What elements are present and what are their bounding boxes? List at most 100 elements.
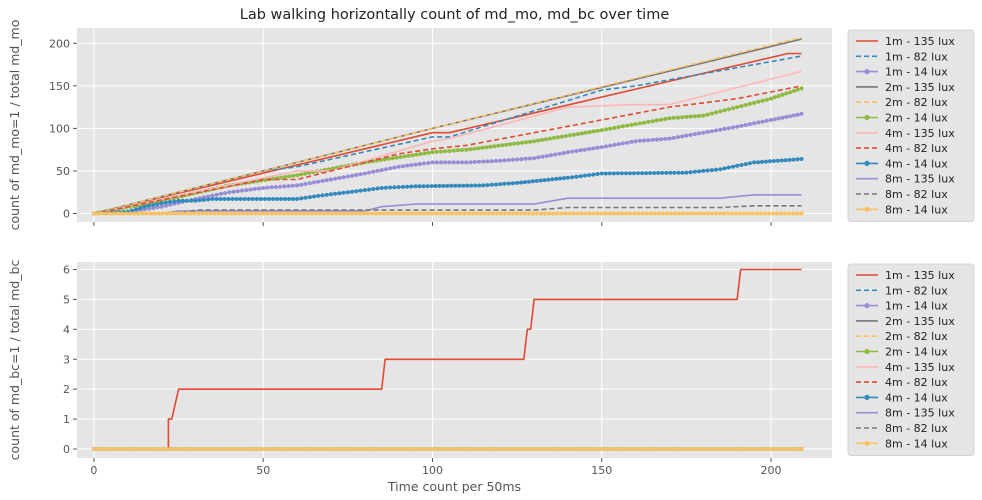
data-point — [250, 447, 255, 451]
data-point — [362, 171, 367, 176]
data-point — [100, 211, 104, 216]
data-point — [557, 151, 562, 156]
data-point — [482, 211, 487, 216]
data-point — [384, 447, 389, 451]
data-point — [348, 447, 353, 451]
data-point — [608, 447, 613, 451]
data-point — [612, 142, 617, 147]
data-point — [767, 447, 771, 451]
data-point — [481, 183, 486, 188]
data-point — [645, 447, 649, 451]
data-point — [563, 211, 568, 216]
data-point — [235, 189, 240, 194]
data-point — [656, 170, 661, 175]
data-point — [434, 211, 439, 216]
data-point — [368, 447, 373, 451]
data-point — [371, 169, 376, 174]
data-point — [491, 211, 495, 216]
data-point — [620, 211, 625, 216]
data-point — [692, 169, 697, 174]
data-point — [454, 211, 459, 216]
data-point — [575, 132, 580, 136]
data-point — [289, 211, 294, 216]
data-point — [449, 183, 454, 188]
data-point — [422, 211, 427, 216]
data-point — [140, 447, 145, 451]
data-point — [591, 172, 596, 177]
data-point — [108, 211, 113, 216]
plot-area — [77, 28, 832, 222]
data-point — [206, 197, 211, 202]
data-point — [388, 185, 393, 190]
data-point — [262, 447, 267, 451]
data-point — [465, 183, 470, 188]
data-point — [667, 136, 672, 141]
data-point — [567, 133, 572, 138]
data-point — [799, 157, 804, 161]
y-tick-label: 6 — [63, 263, 70, 276]
data-point — [730, 447, 735, 451]
data-point — [307, 195, 312, 200]
y-tick-label: 0 — [63, 207, 70, 220]
data-point — [172, 199, 177, 204]
data-point — [689, 211, 694, 216]
data-point — [771, 159, 776, 163]
data-point — [144, 447, 149, 451]
data-point — [91, 211, 96, 216]
data-point — [464, 160, 469, 165]
data-point — [769, 96, 774, 101]
data-point — [611, 171, 616, 176]
data-point — [616, 211, 621, 216]
data-point — [799, 211, 804, 216]
legend-entry: 1m - 82 lux — [856, 50, 948, 63]
data-point — [709, 168, 714, 173]
data-point — [540, 154, 545, 159]
data-point — [494, 447, 499, 451]
data-point — [441, 447, 446, 451]
data-point — [518, 447, 523, 451]
data-point — [539, 211, 544, 216]
data-point — [616, 447, 621, 451]
data-point — [461, 183, 466, 188]
data-point — [665, 447, 670, 451]
data-point — [333, 191, 338, 196]
data-point — [315, 447, 320, 451]
data-point — [776, 116, 781, 121]
data-point — [555, 211, 560, 216]
data-point — [495, 211, 499, 216]
legend-entry: 4m - 135 lux — [856, 127, 955, 140]
data-point — [476, 146, 481, 151]
data-point — [514, 447, 519, 451]
data-point — [485, 183, 490, 188]
data-point — [661, 447, 666, 451]
data-point — [764, 159, 768, 164]
data-point — [783, 158, 788, 163]
data-point — [439, 149, 443, 154]
data-point — [756, 120, 761, 125]
data-point — [532, 156, 537, 161]
data-point — [523, 211, 528, 216]
data-point — [281, 211, 286, 216]
data-point — [574, 174, 579, 179]
data-point — [124, 211, 129, 216]
data-point — [607, 171, 612, 176]
data-point — [406, 211, 411, 216]
data-point — [484, 145, 489, 150]
data-point — [112, 447, 117, 451]
legend-entry: 1m - 135 lux — [856, 35, 955, 48]
data-point — [329, 211, 334, 216]
data-point — [502, 447, 507, 451]
data-point — [358, 172, 363, 177]
data-point — [624, 171, 628, 176]
data-point — [776, 94, 781, 99]
data-point — [291, 447, 296, 451]
data-point — [523, 156, 528, 161]
data-point — [486, 211, 491, 216]
data-point — [561, 151, 566, 155]
data-point — [349, 211, 354, 216]
data-point — [142, 204, 147, 209]
x-tick-label: 200 — [761, 464, 782, 477]
y-tick-label: 150 — [49, 80, 70, 93]
data-point — [697, 131, 702, 136]
data-point — [718, 127, 723, 132]
